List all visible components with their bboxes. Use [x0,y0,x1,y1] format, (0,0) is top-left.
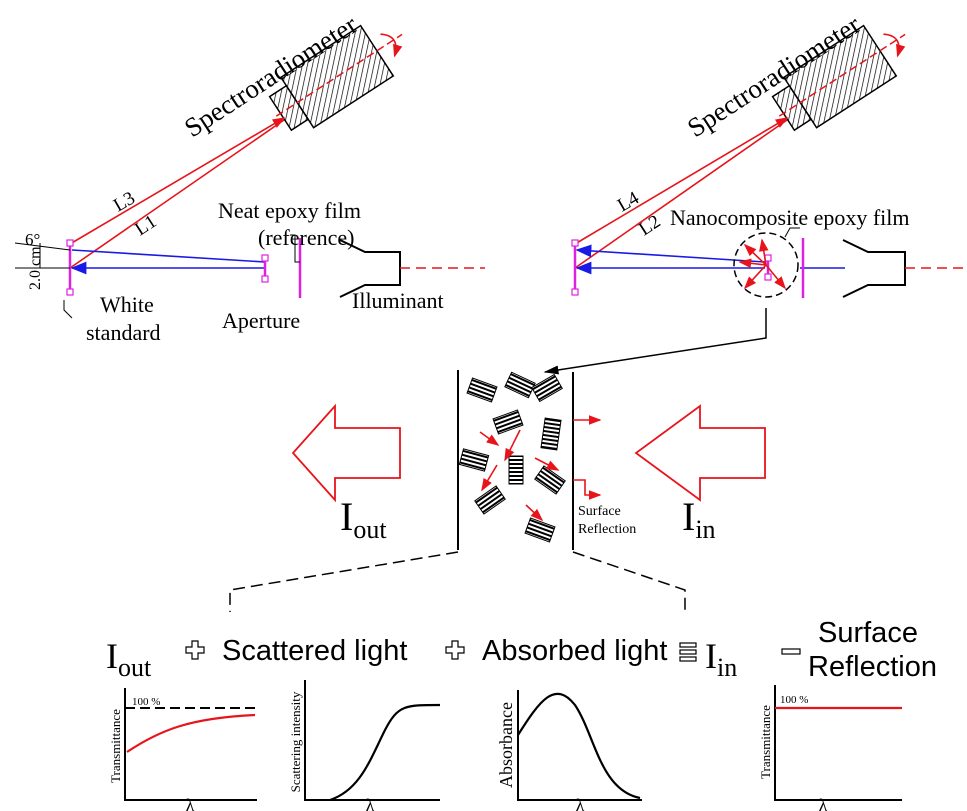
plot: Absorbance λ [496,690,642,811]
y-label: Transmittance [108,709,123,783]
y-label: Scattering intensity [288,691,303,792]
absorbed-term: Absorbed light [482,635,667,667]
ref-label: 100 % [132,696,160,708]
plot: 100 % Transmittance λ [108,688,257,811]
film-label: Neat epoxy film [218,198,361,223]
spectroradiometer [771,24,906,132]
source-label: Illuminant [352,288,444,313]
aperture-label: Aperture [222,308,300,333]
equation: Iout Scattered light Absorbed light Iin … [106,617,937,683]
scattered-term: Scattered light [222,635,407,667]
x-label: λ [366,795,375,811]
nanoplatelets [458,371,566,543]
distance-label: 2.0 cm [27,246,44,290]
i-in: Iin [682,494,716,544]
surface-label: Surface [578,504,621,519]
ray-label: L4 [614,187,643,216]
surface-term: Reflection [808,651,937,683]
left-setup: Spectroradiometer L3 L1 6° 2.0 cm White … [14,9,485,345]
plot: Scattering intensity λ [288,680,441,811]
surface-term: Surface [818,617,918,649]
i-out: Iout [340,494,387,544]
x-label: λ [576,795,585,811]
right-setup: Spectroradiometer L4 L2 Nanocomposite ep… [543,9,967,375]
ray-label: L1 [131,211,160,240]
surface-label: Reflection [578,522,636,537]
ref-label: 100 % [780,694,808,706]
i-out: Iout [106,636,152,682]
ray-label: L2 [635,211,664,240]
x-label: λ [819,795,828,811]
plot: 100 % Transmittance λ [758,685,902,811]
spectroradiometer [268,24,403,132]
film-label: (reference) [258,225,354,250]
standard-label: standard [86,320,161,345]
angle-label: 6° [25,230,40,249]
y-label: Absorbance [496,702,516,788]
x-label: λ [186,795,195,811]
film-detail: Iout Iin Surface Reflection [229,370,766,615]
standard-label: White [100,292,154,317]
i-in: Iin [705,636,737,682]
y-label: Transmittance [758,705,773,779]
film-label: Nanocomposite epoxy film [670,205,910,230]
ray-label: L3 [110,188,139,217]
